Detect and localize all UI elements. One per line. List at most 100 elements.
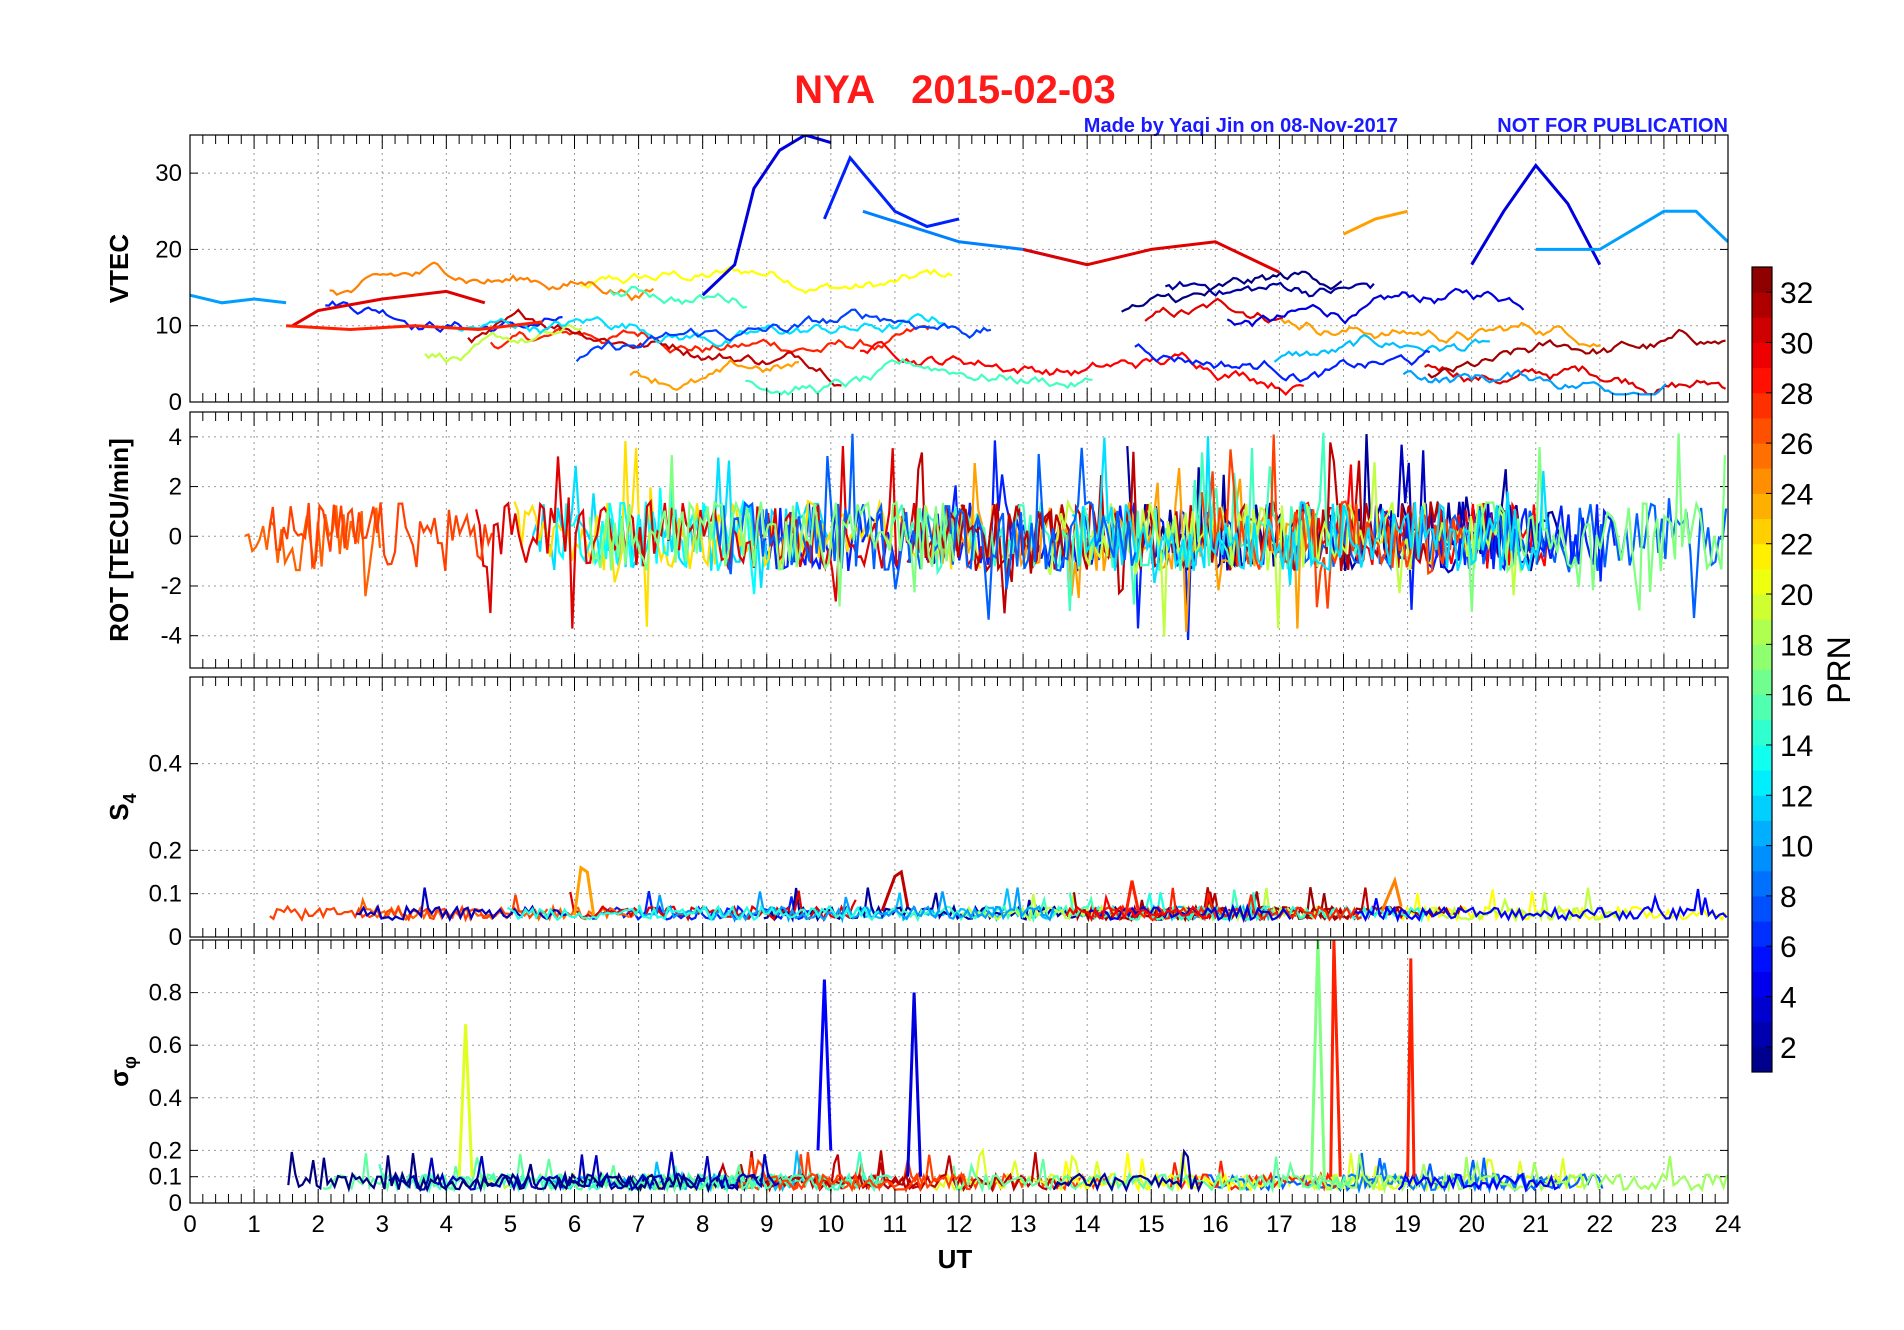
vtec-trace (457, 312, 951, 348)
sigma_phi-traces (287, 940, 1728, 1195)
s4-trace (1392, 889, 1727, 923)
title-station: NYA (794, 68, 875, 112)
vtec-trace (1427, 328, 1726, 379)
vtec-series-prn4 (1470, 163, 1602, 266)
colorbar-tick-label: 30 (1780, 327, 1813, 360)
colorbar-cell (1752, 367, 1772, 394)
vtec-ylabel: VTEC (104, 234, 134, 304)
colorbar-tick-label: 6 (1780, 931, 1797, 964)
colorbar-cell (1752, 921, 1772, 947)
colorbar-cell (1752, 443, 1772, 469)
x-axis-label: UT (938, 1244, 973, 1274)
y-tick-label: 0 (169, 523, 182, 550)
colorbar-cell (1752, 795, 1772, 821)
vtec-trace (467, 308, 842, 387)
vtec-trace (745, 357, 1093, 396)
colorbar-tick-label: 28 (1780, 378, 1813, 411)
colorbar-tick-label: 32 (1780, 277, 1813, 310)
y-tick-label: 0.8 (149, 980, 182, 1007)
panel-vtec: 0 10 20 30 VTEC (104, 134, 1729, 416)
vtec-trace (1273, 333, 1490, 363)
x-tick-label: 12 (946, 1211, 973, 1238)
x-tick-label: 15 (1138, 1211, 1165, 1238)
colorbar-tick-label: 4 (1780, 982, 1797, 1015)
vtec-series-prn24 (1342, 209, 1408, 236)
x-tick-label: 8 (696, 1211, 709, 1238)
sigma_phi-trace (735, 1157, 971, 1193)
colorbar-cell (1752, 1046, 1772, 1073)
x-tick-label: 21 (1522, 1211, 1549, 1238)
vtec-series-prn30 (291, 289, 486, 327)
colorbar-tick-label: 14 (1780, 730, 1813, 763)
colorbar-cell (1752, 292, 1772, 318)
colorbar-cell (1752, 1021, 1772, 1048)
colorbar-cell (1752, 870, 1772, 897)
s4-trace (1065, 893, 1212, 922)
x-tick-label: 5 (504, 1211, 517, 1238)
vtec-trace (1165, 280, 1375, 298)
x-tick-label: 13 (1010, 1211, 1037, 1238)
colorbar-cell (1752, 996, 1772, 1023)
rot-trace (1071, 436, 1548, 586)
colorbar-cell (1752, 744, 1772, 771)
x-tick-label: 1 (247, 1211, 260, 1238)
y-tick-label: 30 (155, 160, 182, 187)
x-tick-label: 6 (568, 1211, 581, 1238)
vtec-series-prn28 (286, 320, 543, 332)
y-tick-label: 10 (155, 313, 182, 340)
colorbar-cell (1752, 568, 1772, 595)
colorbar-cell (1752, 594, 1772, 620)
y-tick-label: 0.4 (149, 751, 182, 778)
y-tick-label: 2 (169, 474, 182, 501)
colorbar-cell (1752, 518, 1772, 545)
x-tick-label: 0 (183, 1211, 196, 1238)
y-tick-label: 0 (169, 389, 182, 416)
vtec-trace (1226, 287, 1525, 328)
sigma_phi-series-prn5 (816, 979, 833, 1151)
x-tick-label: 9 (760, 1211, 773, 1238)
colorbar-frame (1751, 266, 1773, 1073)
sigma_phi-trace (388, 1151, 780, 1192)
sigma_phi-trace (287, 1151, 703, 1193)
colorbar-cell (1752, 619, 1772, 645)
s4-series-prn25 (1380, 875, 1403, 912)
x-tick-label: 10 (817, 1211, 844, 1238)
colorbar-cell (1752, 820, 1772, 847)
rot-trace (761, 440, 1275, 641)
s4-series-prn28 (1124, 880, 1140, 916)
s4-trace (1354, 888, 1728, 923)
rot-ylabel: ROT [TECU/min] (104, 438, 134, 642)
title-date: 2015-02-03 (911, 68, 1116, 112)
colorbar-cell (1752, 770, 1772, 796)
colorbar-cell (1752, 669, 1772, 696)
vtec-series-prn30 (1022, 240, 1281, 274)
x-tick-label: 23 (1651, 1211, 1678, 1238)
y-tick-label: 0.1 (149, 881, 182, 908)
vtec-trace (1144, 297, 1284, 324)
colorbar-tick-label: 18 (1780, 629, 1813, 662)
vtec-trace (1121, 270, 1343, 313)
colorbar-cell (1752, 719, 1772, 746)
colorbar-cell (1752, 644, 1772, 670)
sigma_phi-series-prn17 (1310, 940, 1326, 1177)
y-tick-label: -2 (161, 573, 182, 600)
credit-maker: Made by Yaqi Jin on 08-Nov-2017 (1084, 115, 1398, 137)
colorbar-tick-label: 20 (1780, 579, 1813, 612)
vtec-trace (1280, 318, 1602, 348)
sigma_phi-trace (1301, 1154, 1728, 1194)
s4-traces (269, 865, 1728, 924)
s4-trace (269, 894, 549, 923)
colorbar-tick-label: 16 (1780, 680, 1813, 713)
colorbar-tick-label: 12 (1780, 780, 1813, 813)
vtec-trace (860, 340, 1304, 396)
colorbar-cell (1752, 317, 1772, 343)
vtec-trace (609, 285, 748, 309)
colorbar-cell (1752, 392, 1772, 419)
y-tick-label: 0.4 (149, 1085, 182, 1112)
y-tick-label: 0.2 (149, 1137, 182, 1164)
sigma_phi-series-prn4 (906, 992, 923, 1177)
x-tick-label: 20 (1458, 1211, 1485, 1238)
credit-notice: NOT FOR PUBLICATION (1497, 115, 1728, 137)
